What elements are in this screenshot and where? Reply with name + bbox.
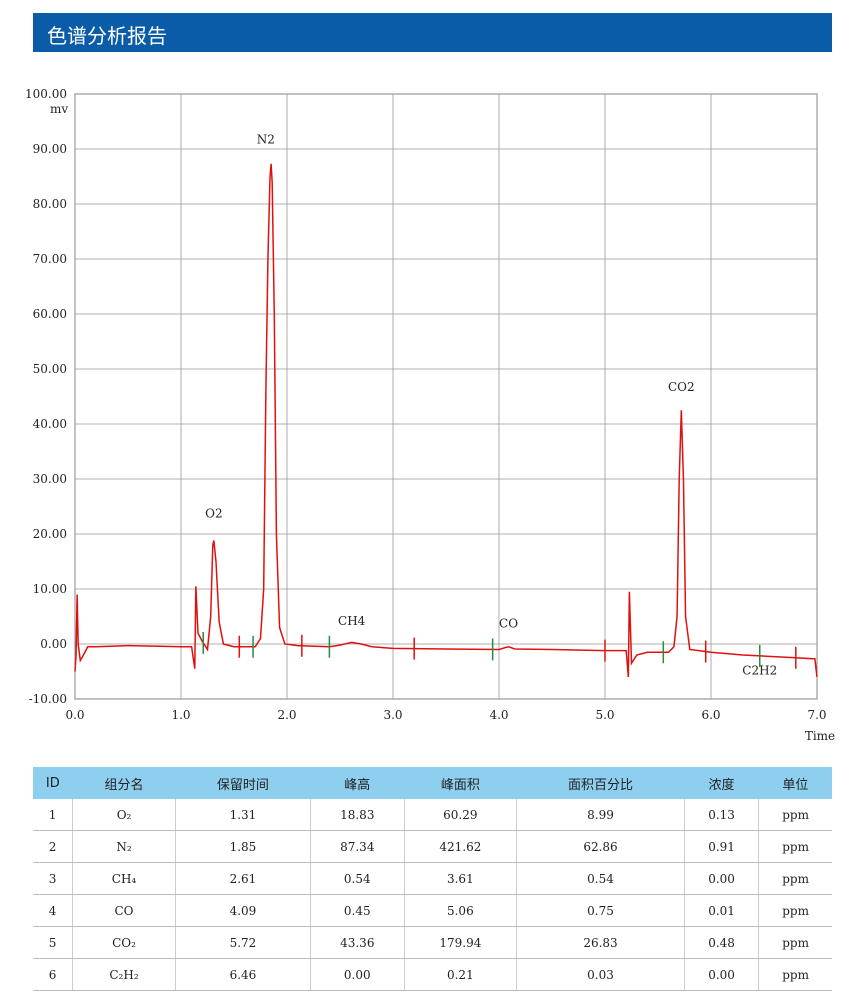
table-row: 5 CO₂ 5.72 43.36 179.94 26.83 0.48 ppm [33,926,832,959]
table-cell: 5.72 [174,926,311,959]
table-cell: O₂ [72,799,176,831]
column-header: 浓度 [684,767,759,799]
y-tick-label: 0.00 [40,637,67,651]
result-table: ID 组分名 保留时间 峰高 峰面积 面积百分比 浓度 单位 1 O₂ 1.31 18.83 60.29… [33,767,832,991]
table-cell: 0.03 [516,958,685,991]
chart: -10.00 0.00 10.00 20.00 30.00 40.00 50.00 60.00… [25,87,835,743]
x-tick-label: 3.0 [383,708,402,722]
x-tick-label: 5.0 [595,708,614,722]
table-row: 3 CH₄ 2.61 0.54 3.61 0.54 0.00 ppm [33,862,832,895]
table-cell: 0.75 [516,894,685,927]
table-row: 6 C₂H₂ 6.46 0.00 0.21 0.03 0.00 ppm [33,958,832,991]
table-cell: 1.31 [174,799,311,831]
table-cell: 0.54 [310,862,405,895]
column-header: 面积百分比 [516,767,685,799]
y-tick-label: -10.00 [29,692,67,706]
table-cell: 87.34 [310,830,405,863]
y-tick-label: 100.00 [25,87,67,101]
column-header: 峰高 [310,767,405,799]
table-cell: 26.83 [516,926,685,959]
table-cell: 18.83 [310,799,405,831]
table-cell: 2.61 [174,862,311,895]
column-header: ID [33,767,73,799]
table-cell: 60.29 [403,799,517,831]
x-tick-label: 4.0 [489,708,508,722]
table-cell: 3 [33,862,73,895]
y-tick-label: 90.00 [33,142,67,156]
table-cell: 0.01 [683,894,759,927]
y-tick-label: 70.00 [33,252,67,266]
table-cell: 0.21 [403,958,517,991]
table-cell: 0.00 [683,958,759,991]
table-cell: 4.09 [174,894,311,927]
table-cell: N₂ [72,830,176,863]
table-cell: 43.36 [310,926,405,959]
y-tick-label: 50.00 [33,362,67,376]
table-cell: 2 [33,830,73,863]
table-cell: 3.61 [403,862,517,895]
table-cell: ppm [758,894,832,927]
table-cell: 8.99 [516,799,685,831]
table-row: 2 N₂ 1.85 87.34 421.62 62.86 0.91 ppm [33,830,832,863]
table-cell: 62.86 [516,830,685,863]
x-axis-label: Time [805,729,835,743]
table-cell: 0.00 [310,958,405,991]
table-cell: 0.00 [683,862,759,895]
y-tick-label: 20.00 [33,527,67,541]
peak-label: O2 [205,507,222,521]
peak-label: CH4 [338,614,366,628]
x-tick-label: 2.0 [277,708,296,722]
column-header: 峰面积 [404,767,517,799]
y-tick-label: 80.00 [33,197,67,211]
table-cell: 1 [33,799,73,831]
title: 色谱分析报告 [47,24,167,48]
table-cell: 5.06 [403,894,517,927]
table-cell: 4 [33,894,73,927]
table-cell: 0.13 [683,799,759,831]
y-tick-label: 40.00 [33,417,67,431]
table-cell: 179.94 [403,926,517,959]
trace-line [74,163,818,678]
y-tick-label: 10.00 [33,582,67,596]
table-cell: C₂H₂ [72,958,176,991]
peak-label: C2H2 [742,663,777,677]
table-cell: 0.45 [310,894,405,927]
x-tick-label: 1.0 [171,708,190,722]
column-header: 单位 [758,767,832,799]
column-header: 组分名 [72,767,176,799]
table-cell: ppm [758,862,832,895]
y-axis-label: mv [50,102,68,116]
table-cell: ppm [758,926,832,959]
y-tick-label: 60.00 [33,307,67,321]
x-tick-label: 7.0 [807,708,826,722]
header-bar: 色谱分析报告 [33,13,832,52]
y-tick-label: 30.00 [33,472,67,486]
table-cell: 0.91 [683,830,759,863]
table-cell: 6.46 [174,958,311,991]
table-cell: CO₂ [72,926,176,959]
table-cell: ppm [758,958,832,991]
table-cell: ppm [758,799,832,831]
table-cell: CH₄ [72,862,176,895]
table-cell: CO [72,894,176,927]
table-cell: 0.48 [683,926,759,959]
peak-label: CO2 [668,380,695,394]
x-tick-label: 0.0 [65,708,84,722]
table-cell: 0.54 [516,862,685,895]
table-row: 1 O₂ 1.31 18.83 60.29 8.99 0.13 ppm [33,799,832,831]
table-cell: 1.85 [174,830,311,863]
x-tick-label: 6.0 [701,708,720,722]
table-cell: 5 [33,926,73,959]
table-cell: ppm [758,830,832,863]
peak-label: N2 [257,133,275,147]
peak-label: CO [499,617,518,631]
table-cell: 6 [33,958,73,991]
table-cell: 421.62 [403,830,517,863]
table-row: 4 CO 4.09 0.45 5.06 0.75 0.01 ppm [33,894,832,927]
column-header: 保留时间 [175,767,311,799]
plot-frame [74,93,818,700]
